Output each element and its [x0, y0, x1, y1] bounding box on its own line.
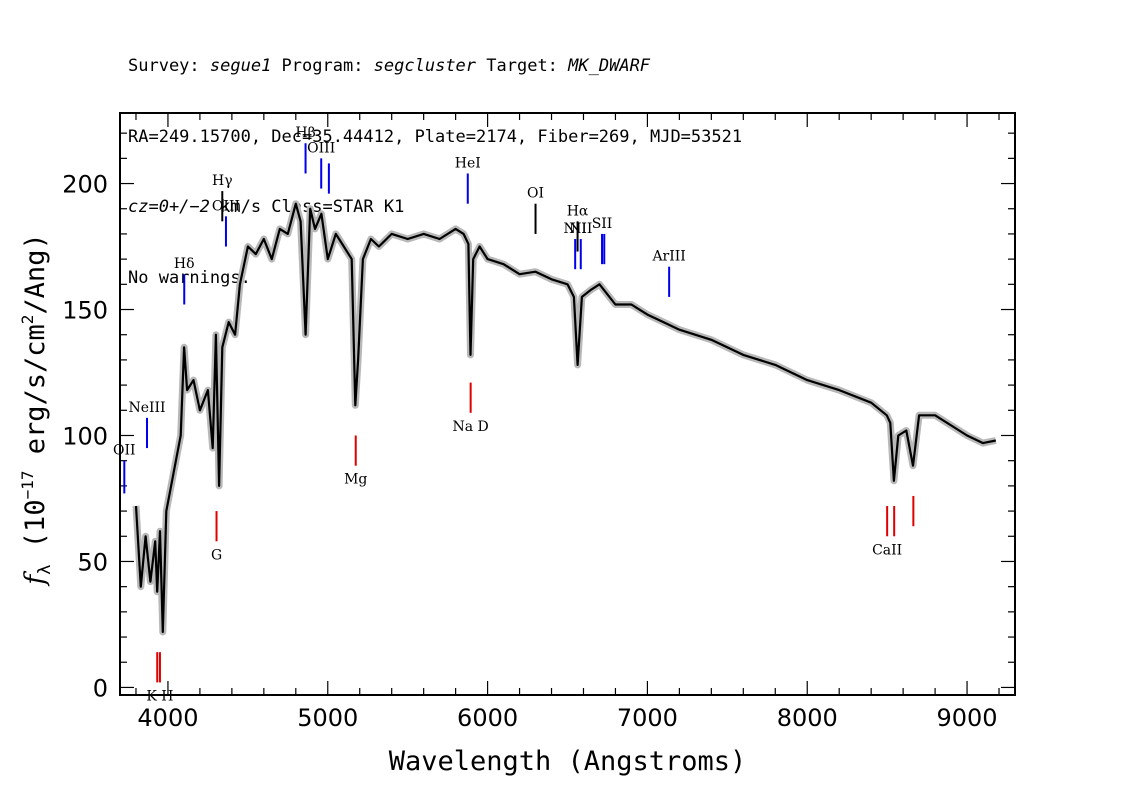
line-marker-label: K H [146, 688, 173, 704]
x-tick-label: 9000 [937, 704, 998, 732]
line-marker-label: HeI [455, 155, 481, 171]
x-tick-label: 7000 [617, 704, 678, 732]
x-tick-label: 4000 [137, 704, 198, 732]
line-marker-label: Mg [344, 472, 367, 488]
line-marker-label: G [211, 547, 222, 563]
line-marker-label: OIII [212, 198, 240, 214]
spectrum-series [132, 200, 997, 636]
line1-part: MK_DWARF [568, 56, 651, 76]
y-tick-label: 200 [62, 171, 108, 199]
y-axis: 0 50 100 150 200 [62, 132, 1015, 702]
line-marker-label: Na D [453, 419, 489, 435]
x-tick-label: 8000 [777, 704, 838, 732]
line1-part: Target: [476, 56, 569, 76]
line1-part: Program: [271, 56, 374, 76]
line-marker-label: Hβ [295, 125, 315, 141]
spectrum-line [134, 202, 997, 634]
line-marker-label: Hγ [212, 173, 233, 189]
y-tick-label: 50 [77, 548, 108, 576]
x-tick-label: 5000 [297, 704, 358, 732]
line1-part: segcluster [373, 56, 477, 76]
line-marker-label: Hδ [174, 256, 195, 272]
plot-frame [119, 112, 1016, 696]
header-line-warnings: No warnings. [128, 267, 251, 288]
line-marker-label: NII [564, 221, 587, 237]
line-marker-label: OIII [307, 140, 335, 156]
line3-part: cz=0+/−2 [128, 197, 210, 217]
y-tick-label: 100 [62, 422, 108, 450]
line-marker-label: Hα [567, 203, 589, 219]
header-line-survey: Survey: segue1 Program: segcluster Targe… [128, 55, 742, 79]
spectrum-error-band [132, 200, 997, 636]
line1-part: segue1 [209, 56, 272, 76]
line-marker-label: NeIII [128, 400, 165, 416]
line-marker-label: NII [569, 221, 592, 237]
line1-part: Survey: [128, 56, 210, 76]
header-line-coordinates: RA=249.15700, Dec=35.44412, Plate=2174, … [128, 126, 743, 147]
x-tick-label: 6000 [457, 704, 518, 732]
line-marker-label: OI [527, 186, 544, 202]
line-marker-label: ArIII [651, 249, 685, 265]
x-axis: 4000 5000 6000 7000 8000 9000 [135, 113, 1000, 732]
line-marker-label: OII [113, 443, 136, 459]
y-axis-title: fλ (10−17 erg/s/cm2/Ang) [18, 233, 55, 586]
y-tick-label: 150 [62, 297, 108, 325]
plot-border [119, 112, 1016, 696]
x-axis-title: Wavelength (Angstroms) [389, 746, 747, 777]
y-tick-label: 0 [93, 674, 108, 702]
line-marker-label: CaII [872, 542, 902, 558]
line-marker-label: SII [592, 216, 613, 232]
